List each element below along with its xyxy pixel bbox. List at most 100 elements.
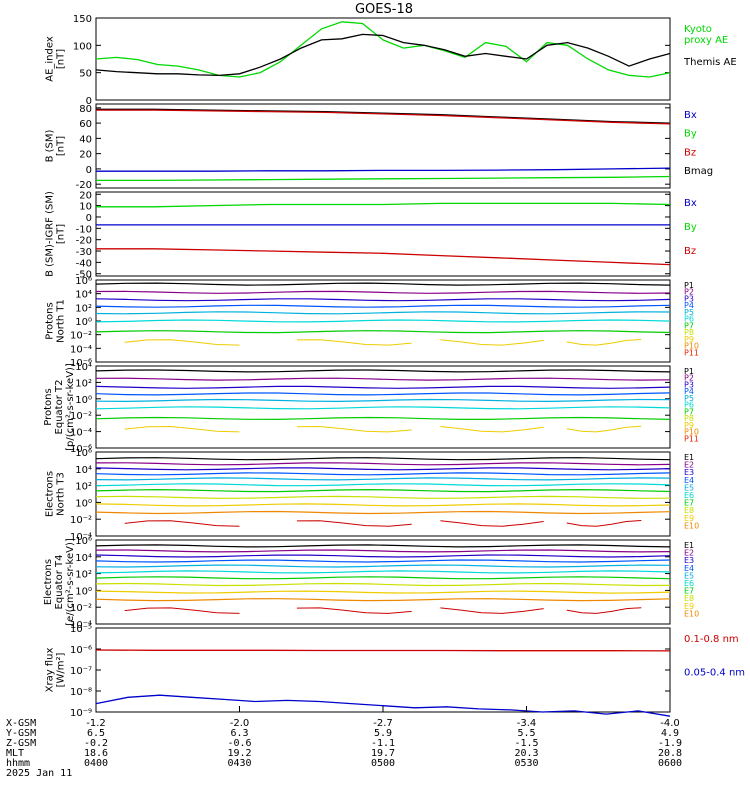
panel-frame: [95, 451, 671, 537]
legend-entry: P6: [684, 401, 694, 410]
series-line: [95, 33, 671, 77]
series-line: [95, 21, 671, 78]
flux-segment: [296, 607, 412, 614]
flux-line: [95, 369, 671, 373]
y-tick-label: 10⁻²: [70, 331, 92, 342]
flux-line: [95, 311, 671, 315]
flux-segment: [566, 339, 642, 346]
x-row-value: 19.7: [371, 748, 395, 759]
legend-entry: E4: [684, 476, 694, 485]
legend-entry: E9: [684, 514, 694, 523]
plot-title: GOES-18: [355, 2, 413, 17]
y-tick-label: 10⁻⁴: [70, 620, 92, 631]
x-row-label: Y-GSM: [6, 728, 36, 739]
y-tick-label: 10⁴: [75, 465, 92, 476]
panel-frame: [95, 365, 671, 449]
series-line: [96, 175, 671, 182]
flux-line: [95, 290, 671, 294]
flux-segment: [124, 425, 240, 433]
flux-line: [95, 544, 671, 548]
legend-entry: P11: [684, 348, 699, 357]
y-tick-label: 10⁻⁹: [70, 708, 92, 719]
legend-entry: P7: [684, 407, 694, 416]
panel-frame: [95, 103, 671, 189]
x-row-value: -1.1: [371, 738, 395, 749]
y-tick-label: 10²: [75, 378, 92, 389]
panel-bsm: -20 0 20 40 60 80 B (SM) [nT] Bx By Bz Bmag: [45, 103, 713, 191]
legend-entry: E9: [684, 602, 694, 611]
legend-entry: By: [684, 222, 697, 233]
y-tick-label: 0: [86, 213, 92, 224]
panel-pn: 10⁶ 10⁴ 10² 10⁰ 10⁻² 10⁻⁴ 10⁻⁶ Protons North T1 P…: [45, 276, 700, 369]
y-axis-label: [nT]: [56, 136, 67, 156]
y-tick-label: 10⁶: [75, 448, 92, 459]
x-tick-label: -2.0: [230, 718, 250, 729]
y-tick-label: 10⁰: [75, 395, 92, 406]
y-tick-label: 80: [79, 104, 92, 115]
y-tick-label: 10²: [75, 482, 92, 493]
y-axis-label: AE_index: [45, 36, 56, 82]
y-axis-label: Protons: [45, 302, 56, 339]
x-row-label: Z-GSM: [6, 738, 36, 749]
y-axis-label: B (SM): [45, 129, 56, 162]
x-row-label: hhmm: [6, 758, 30, 769]
flux-line: [95, 298, 671, 302]
y-tick-label: 20: [79, 150, 92, 161]
legend-entry: P8: [684, 414, 694, 423]
flux-segment: [566, 520, 642, 527]
y-tick-label: 10⁶: [75, 536, 92, 547]
legend-entry: E7: [684, 499, 694, 508]
y-tick-label: 150: [73, 14, 92, 25]
y-tick-label: 10⁰: [75, 586, 92, 597]
x-row-value: 20.8: [658, 748, 682, 759]
y-tick-label: 60: [79, 119, 92, 130]
legend-entry: E2: [684, 461, 694, 470]
flux-segment: [124, 339, 240, 346]
y-tick-label: 10⁻⁴: [70, 344, 92, 355]
legend-entry: E7: [684, 587, 694, 596]
x-row-value: -1.5: [514, 738, 538, 749]
y-tick-label: 10⁻²: [70, 515, 92, 526]
y-tick-label: 10⁶: [75, 276, 92, 287]
series-line: [96, 167, 671, 172]
y-axis-label: [e/(cm²-s-sr-keV)]: [65, 538, 76, 626]
flux-segment: [124, 520, 240, 527]
legend-entry: E1: [684, 541, 694, 550]
y-tick-label: 10⁰: [75, 317, 92, 328]
x-tick-label: -1.2: [86, 718, 106, 729]
legend-entry: P1: [684, 367, 694, 376]
flux-line: [95, 488, 671, 493]
flux-line: [95, 385, 671, 389]
flux-line: [95, 472, 671, 476]
x-row-value: 0600: [658, 758, 682, 769]
x-row-value: -1.9: [658, 738, 682, 749]
x-row-value: -0.2: [84, 738, 108, 749]
flux-line: [95, 319, 671, 323]
y-tick-label: 10⁻⁵: [70, 624, 92, 635]
legend-entry: E2: [684, 549, 694, 558]
legend-entry: P7: [684, 321, 694, 330]
legend-entry: P8: [684, 328, 694, 337]
x-row-value: 18.6: [84, 748, 108, 759]
y-axis-label: Xray flux: [45, 648, 56, 693]
y-axis-label: Equator T2: [54, 380, 65, 435]
flux-segment: [440, 520, 544, 527]
legend-entry: E8: [684, 506, 694, 515]
flux-line: [95, 582, 671, 587]
legend-entry: P4: [684, 301, 694, 310]
y-axis-label: North T1: [56, 299, 67, 343]
date-label: 2025 Jan 11: [6, 768, 72, 779]
legend-entry: P4: [684, 387, 694, 396]
flux-line: [95, 330, 671, 334]
y-axis-label: [p/(cm²-s-sr-keV)]: [65, 363, 76, 451]
x-row-value: 5.9: [374, 728, 392, 739]
x-tick-label: -4.0: [660, 718, 680, 729]
y-tick-label: 10⁰: [75, 498, 92, 509]
y-tick-label: 20: [79, 190, 92, 201]
flux-line: [95, 576, 671, 580]
flux-line: [95, 304, 671, 308]
legend-entry: E5: [684, 483, 694, 492]
y-tick-label: -20: [76, 236, 92, 247]
